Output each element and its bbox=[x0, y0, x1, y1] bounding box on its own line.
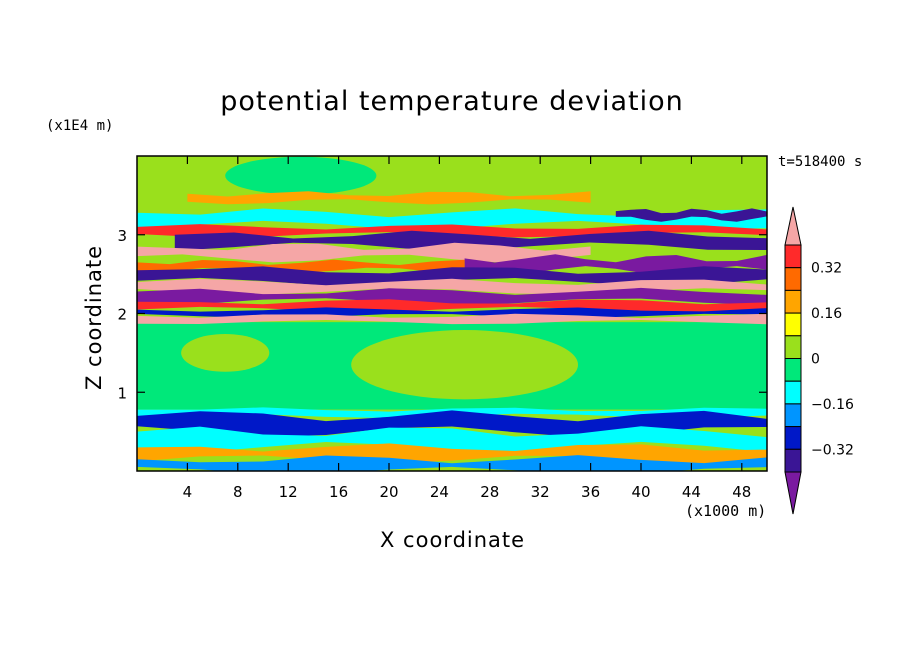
x-tick-label: 24 bbox=[430, 483, 449, 501]
x-axis-label: X coordinate bbox=[380, 528, 526, 552]
field-band bbox=[137, 242, 591, 263]
field-band bbox=[137, 208, 767, 230]
x-axis-unit: (x1000 m) bbox=[685, 502, 767, 520]
y-tick-label: 3 bbox=[117, 227, 127, 245]
x-tick-label: 40 bbox=[631, 483, 650, 501]
chart-title: potential temperature deviation bbox=[220, 86, 684, 117]
colorbar-tick-label: −0.32 bbox=[811, 442, 854, 458]
field-band bbox=[137, 426, 767, 453]
field-band bbox=[137, 287, 767, 306]
x-tick-label: 20 bbox=[379, 483, 398, 501]
y-axis-unit: (x1E4 m) bbox=[46, 118, 114, 134]
colorbar-segment bbox=[784, 244, 802, 269]
field-band bbox=[137, 266, 767, 286]
field-band bbox=[615, 208, 767, 222]
field-patch bbox=[351, 330, 578, 400]
colorbar-tick-label: 0.32 bbox=[811, 261, 842, 277]
colorbar-extend-bottom bbox=[784, 471, 802, 515]
x-tick-label: 44 bbox=[682, 483, 701, 501]
x-tick-label: 36 bbox=[581, 483, 600, 501]
colorbar-segment bbox=[784, 335, 802, 359]
y-tick-label: 2 bbox=[117, 306, 127, 324]
colorbar-segment bbox=[784, 448, 802, 473]
x-tick-label: 48 bbox=[732, 483, 751, 501]
colorbar-tick-label: −0.16 bbox=[811, 397, 854, 413]
field-band bbox=[187, 191, 591, 205]
field-band bbox=[137, 259, 465, 273]
colorbar-segment bbox=[784, 358, 802, 382]
time-label: t=518400 s bbox=[778, 154, 863, 170]
field-patch bbox=[181, 333, 270, 372]
x-tick-label: 16 bbox=[329, 483, 348, 501]
colorbar-segment bbox=[784, 289, 802, 314]
colorbar-segment bbox=[784, 403, 802, 428]
colorbar-segment bbox=[784, 267, 802, 291]
y-tick-label: 1 bbox=[117, 384, 127, 402]
field-band bbox=[174, 230, 767, 251]
colorbar-segment bbox=[784, 380, 802, 405]
colorbar-segment bbox=[784, 426, 802, 450]
colorbar-tick-label: 0.16 bbox=[811, 306, 842, 322]
x-tick-label: 32 bbox=[531, 483, 550, 501]
colorbar-segment bbox=[784, 312, 802, 337]
field-band bbox=[137, 313, 767, 325]
x-tick-label: 8 bbox=[233, 483, 243, 501]
x-tick-label: 28 bbox=[480, 483, 499, 501]
colorbar-tick-label: 0 bbox=[811, 352, 820, 368]
x-tick-label: 12 bbox=[279, 483, 298, 501]
field-patch bbox=[225, 156, 377, 195]
field-band bbox=[137, 455, 767, 471]
colorbar-extend-top bbox=[784, 206, 802, 246]
x-tick-label: 4 bbox=[183, 483, 193, 501]
